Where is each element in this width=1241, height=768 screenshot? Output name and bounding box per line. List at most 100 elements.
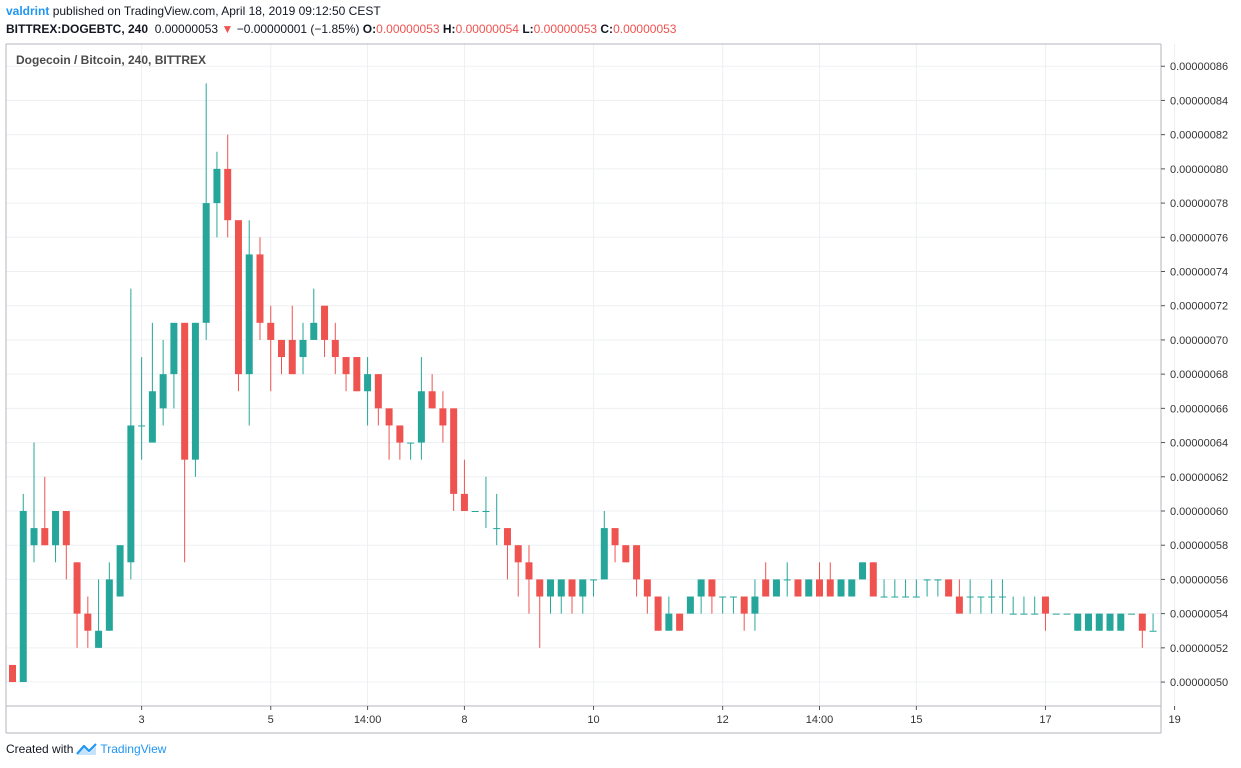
candle: [977, 596, 985, 614]
candle: [9, 664, 16, 683]
candle: [116, 545, 124, 597]
candle-body: [697, 579, 705, 597]
candle-body: [105, 579, 113, 631]
candle: [697, 579, 705, 614]
candle: [148, 322, 156, 443]
candle-body: [686, 596, 694, 614]
candle-body: [1009, 613, 1017, 615]
candle-body: [740, 596, 748, 614]
candle-body: [30, 528, 38, 546]
candle: [428, 374, 436, 409]
high-label: H:: [442, 22, 456, 36]
candle: [536, 579, 544, 648]
symbol-label: BITTREX:DOGEBTC, 240: [6, 22, 149, 36]
candle: [923, 579, 931, 597]
candle-body: [213, 168, 221, 204]
y-tick-label: 0.00000064: [1170, 438, 1228, 450]
candle: [547, 579, 554, 614]
candle: [1009, 596, 1017, 615]
candle: [955, 579, 963, 614]
candle-body: [159, 374, 167, 409]
candle-body: [869, 562, 877, 597]
candle-body: [460, 493, 468, 511]
candle-body: [331, 339, 339, 358]
candles: [9, 83, 1157, 683]
candle-body: [245, 254, 253, 375]
candle-body: [234, 220, 242, 375]
candle: [202, 83, 210, 340]
candle-body: [579, 579, 587, 597]
candle: [869, 562, 877, 597]
candle: [224, 134, 232, 238]
last-price: 0.00000053: [154, 22, 219, 36]
candle: [138, 357, 146, 460]
candle-body: [471, 510, 479, 512]
candle-body: [988, 596, 996, 598]
candle-body: [493, 528, 501, 530]
y-tick-label: 0.00000062: [1170, 472, 1228, 484]
candle: [374, 374, 382, 426]
candle: [837, 579, 845, 597]
y-tick-label: 0.00000080: [1170, 164, 1228, 176]
x-tick-label: 14:00: [806, 714, 834, 726]
candle-body: [417, 391, 425, 443]
candle-body: [536, 579, 544, 597]
candle: [493, 493, 501, 546]
candle-body: [1117, 613, 1125, 631]
tradingview-brand[interactable]: TradingView: [100, 742, 167, 756]
candle-body: [41, 528, 49, 546]
candle: [816, 562, 823, 597]
candle-body: [912, 596, 920, 598]
candle-body: [729, 596, 737, 598]
candle-body: [676, 613, 684, 631]
candle-body: [299, 339, 307, 358]
candle-body: [353, 357, 361, 392]
candle: [826, 562, 834, 597]
low-label: L:: [522, 22, 534, 36]
candle: [783, 562, 791, 597]
candle-body: [310, 322, 318, 340]
candle: [245, 220, 253, 426]
candle-body: [321, 305, 329, 340]
author-name[interactable]: valdrint: [6, 4, 50, 18]
candle: [84, 596, 92, 648]
candle-body: [977, 596, 985, 598]
candle: [719, 596, 727, 614]
candle: [966, 579, 974, 614]
candle-body: [1138, 613, 1146, 631]
candle-body: [998, 596, 1006, 598]
candle: [891, 579, 899, 598]
candle-body: [374, 374, 382, 409]
candle: [407, 442, 415, 460]
candle-body: [848, 579, 856, 597]
candle: [439, 391, 447, 443]
candle-body: [1085, 613, 1092, 631]
chart-title: Dogecoin / Bitcoin, 240, BITTREX: [16, 53, 207, 67]
candle-body: [934, 579, 942, 581]
candle: [52, 510, 60, 563]
candle-body: [482, 510, 490, 512]
published-text: published on TradingView.com, April 18, …: [52, 4, 381, 18]
tradingview-logo-icon: [76, 743, 98, 755]
candle-body: [202, 203, 210, 323]
candle-body: [407, 442, 415, 444]
candle-body: [9, 664, 16, 683]
candle: [848, 579, 856, 597]
candle-body: [568, 579, 576, 597]
candle-body: [708, 579, 716, 597]
candle: [278, 339, 285, 375]
candle-body: [148, 391, 156, 443]
close-label: C:: [600, 22, 614, 36]
candle-body: [955, 596, 963, 614]
candle: [1117, 613, 1125, 631]
candle: [364, 357, 372, 426]
candle-body: [116, 545, 124, 597]
candle-body: [633, 545, 641, 580]
candle-body: [170, 322, 178, 375]
close-value: 0.00000053: [613, 22, 677, 36]
candle: [181, 322, 189, 563]
x-tick-label: 5: [268, 714, 274, 726]
y-tick-label: 0.00000072: [1170, 301, 1228, 313]
candle-body: [665, 613, 673, 631]
